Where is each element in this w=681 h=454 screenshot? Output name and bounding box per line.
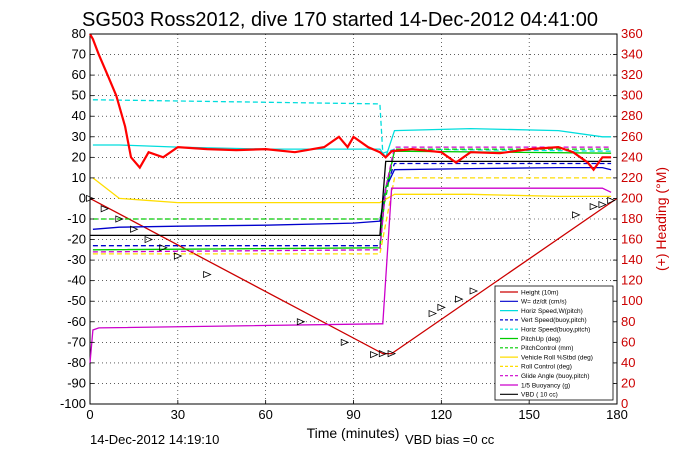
y-tick-label-right: 120: [621, 273, 643, 288]
y-tick-label-right: 240: [621, 149, 643, 164]
glider-mark: [296, 318, 306, 326]
glider-mark: [370, 351, 379, 359]
legend-label-0: Height (10m): [521, 289, 559, 296]
y-tick-label-right: 260: [621, 129, 643, 144]
glider-mark: [340, 338, 350, 346]
chart-title: SG503 Ross2012, dive 170 started 14-Dec-…: [82, 9, 598, 31]
x-axis-label: Time (minutes): [307, 425, 400, 441]
series-line-8: [92, 177, 612, 255]
glider-mark: [437, 303, 446, 311]
glider-mark: [598, 201, 607, 209]
series-line-6: [92, 148, 612, 220]
y-tick-label-left: 20: [72, 149, 86, 164]
y-tick-label-left: 10: [72, 170, 86, 185]
glider-mark: [203, 270, 212, 279]
y-tick-label-left: -80: [67, 355, 86, 370]
legend-label-4: Horiz Speed(buoy,pitch): [521, 327, 590, 334]
y-tick-label-left: -90: [67, 375, 86, 390]
glider-mark: [144, 235, 154, 244]
legend-label-10: 1/5 Buoyancy (g): [521, 382, 570, 389]
footer-timestamp: 14-Dec-2012 14:19:10: [90, 432, 219, 447]
legend-label-2: Horiz Speed,W(pitch): [521, 308, 583, 315]
legend-label-5: PitchUp (deg): [521, 336, 561, 343]
y-axis-right: 3603403203002802602402202001801601401201…: [613, 26, 643, 411]
glider-mark: [572, 211, 581, 219]
glider-mark: [86, 194, 95, 203]
y-tick-label-left: 80: [72, 26, 86, 41]
y-tick-label-right: 160: [621, 232, 643, 247]
glider-mark: [455, 295, 464, 303]
heading-line: [89, 33, 612, 172]
y-tick-label-right: 340: [621, 47, 643, 62]
y-tick-label-right: 100: [621, 293, 643, 308]
legend-label-7: Vehicle Roll %Stbd (deg): [521, 354, 593, 361]
y-tick-label-right: 200: [621, 190, 643, 205]
glider-mark: [428, 309, 438, 318]
heading-layer: [89, 33, 612, 172]
series-line-9: [92, 146, 612, 253]
x-axis: 0 30 60 90 120 150 180: [86, 400, 628, 422]
y-tick-label-left: -60: [67, 314, 86, 329]
y-tick-label-right: 60: [621, 334, 635, 349]
y-tick-label-left: 0: [79, 190, 86, 205]
y-tick-label-left: -70: [67, 334, 86, 349]
y-tick-label-right: 140: [621, 252, 643, 267]
x-tick-label: 90: [346, 407, 360, 422]
legend-label-9: Glide Angle (buoy,pitch): [521, 373, 590, 380]
y-tick-label-left: 40: [72, 108, 86, 123]
y-tick-label-right: 360: [621, 26, 643, 41]
glider-mark: [589, 203, 599, 211]
y-tick-label-right: 40: [621, 355, 635, 370]
y-tick-label-left: 30: [72, 129, 86, 144]
legend-label-3: Vert Speed(buoy,pitch): [521, 317, 587, 324]
legend-box: [494, 285, 614, 401]
glider-mark: [159, 244, 168, 252]
legend-label-1: W= dz/dt (cm/s): [521, 299, 567, 306]
y-axis-left: 80 70 60 50 40 30 20 10 0 -10 -20 -30 -40 -50 -60 -70 -8…: [60, 26, 94, 411]
glider-mark: [469, 287, 479, 295]
y-tick-label-right: 220: [621, 170, 643, 185]
y-tick-label-left: -10: [67, 211, 86, 226]
glider-mark: [100, 205, 110, 213]
series-line-7: [92, 177, 612, 204]
x-tick-label: 60: [258, 407, 272, 422]
y-tick-label-right: 280: [621, 108, 643, 123]
y-tick-label-left: 70: [72, 47, 86, 62]
glider-mark: [130, 225, 139, 233]
y-tick-label-right: 320: [621, 67, 643, 82]
glider-mark: [115, 215, 124, 223]
legend-label-8: Roll Control (deg): [521, 364, 572, 371]
y-tick-label-right: 0: [621, 396, 628, 411]
y-tick-label-left: -30: [67, 252, 86, 267]
series-line-10: [89, 187, 612, 363]
footer-vbd-bias: VBD bias =0 cc: [405, 432, 495, 447]
x-tick-label: 180: [606, 407, 628, 422]
x-tick-label: 120: [430, 407, 452, 422]
series-layer: [89, 99, 618, 363]
y-tick-label-left: -20: [67, 232, 86, 247]
legend: Height (10m) W= dz/dt (cm/s) Horiz Speed,W…: [494, 285, 614, 401]
y-tick-label-left: -40: [67, 273, 86, 288]
x-tick-label: 30: [171, 407, 185, 422]
y-tick-label-left: 60: [72, 67, 86, 82]
y-tick-label-right: 80: [621, 314, 635, 329]
x-tick-label: 0: [86, 407, 93, 422]
glider-mark: [607, 196, 616, 205]
y-tick-label-right: 300: [621, 88, 643, 103]
y-tick-label-right: 20: [621, 375, 635, 390]
glider-mark: [173, 252, 183, 260]
y-tick-label-left: -50: [67, 293, 86, 308]
glider-mark: [378, 350, 388, 358]
y-tick-label-right: 180: [621, 211, 643, 226]
series-line-11: [90, 160, 612, 237]
legend-label-6: PitchControl (mm): [521, 345, 573, 352]
glider-mark: [387, 350, 397, 358]
y-axis-right-label: (+) Heading (°M): [653, 167, 669, 271]
y-tick-label-left: -100: [60, 396, 86, 411]
marks-layer: [86, 194, 616, 359]
legend-label-11: VBD ( 10 cc): [521, 392, 558, 399]
x-tick-label: 150: [518, 407, 540, 422]
y-tick-label-left: 50: [72, 88, 86, 103]
